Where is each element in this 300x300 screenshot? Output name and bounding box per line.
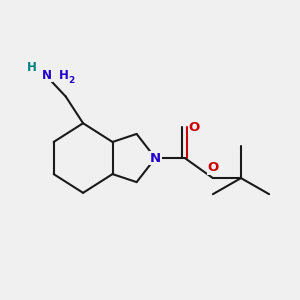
Text: 2: 2	[68, 76, 75, 85]
Text: N: N	[42, 69, 52, 82]
Text: O: O	[207, 161, 218, 174]
Text: H: H	[27, 61, 37, 74]
Text: H: H	[59, 69, 69, 82]
Text: N: N	[150, 152, 161, 164]
Text: O: O	[188, 121, 200, 134]
